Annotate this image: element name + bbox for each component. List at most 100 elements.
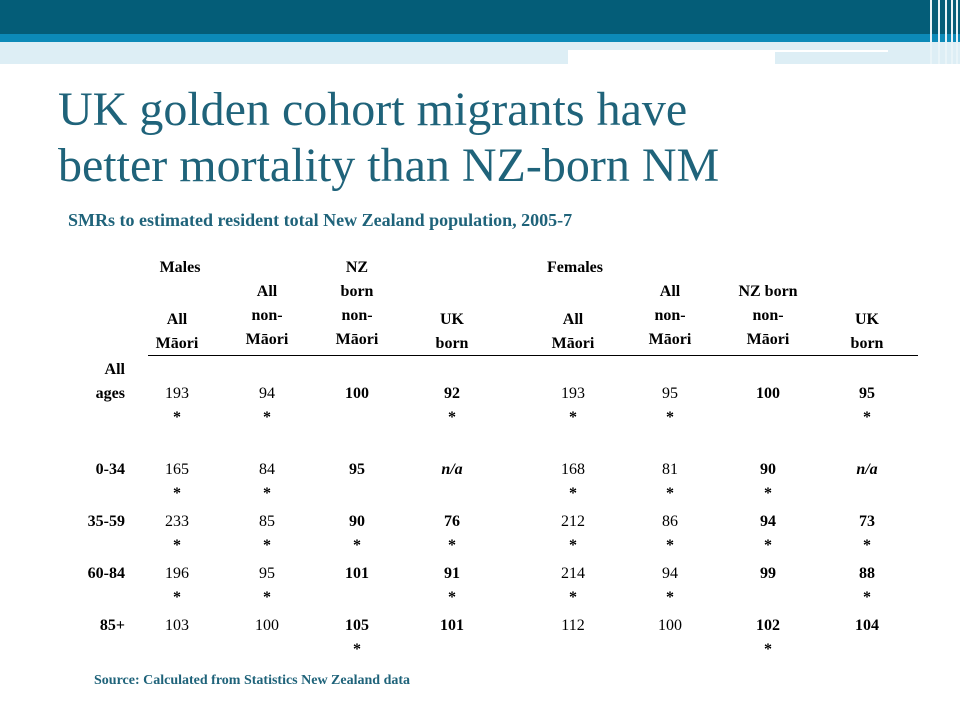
cell-value: 94 <box>259 385 275 402</box>
cell-value: 100 <box>658 617 682 634</box>
table-cell: n/a <box>825 458 909 482</box>
table-cell: 92 * <box>410 382 494 430</box>
column-header: UK born <box>410 308 494 356</box>
cell-value: 193 <box>561 385 585 402</box>
table-cell: 196 * <box>135 562 219 610</box>
cell-value: 101 <box>345 565 369 582</box>
table-cell: 193 * <box>135 382 219 430</box>
table-cell: 84 * <box>225 458 309 506</box>
table-cell: 100 <box>726 382 810 406</box>
significance-marker: * <box>764 641 772 658</box>
table-cell: 100 <box>225 614 309 638</box>
cell-value: 165 <box>165 461 189 478</box>
cell-value: 168 <box>561 461 585 478</box>
row-label-line: 85+ <box>99 617 125 634</box>
column-header-line: born <box>850 335 884 352</box>
column-header-line: Māori <box>245 331 289 348</box>
column-header-line: Māori <box>335 331 379 348</box>
column-header-line: non- <box>752 307 784 324</box>
table-cell: 99 <box>726 562 810 586</box>
cell-value: 95 <box>859 385 875 402</box>
significance-marker: * <box>173 589 181 606</box>
column-header-line: Māori <box>551 335 595 352</box>
significance-marker: * <box>569 409 577 426</box>
row-label: All ages <box>60 358 125 406</box>
slide-title: UK golden cohort migrants have better mo… <box>58 82 719 194</box>
table-cell: 95 * <box>628 382 712 430</box>
table-cell: 193 * <box>531 382 615 430</box>
column-header-line: non- <box>251 307 283 324</box>
column-header-line: UK <box>855 311 879 328</box>
table-cell: 95 * <box>825 382 909 430</box>
header-band-dark <box>0 0 960 34</box>
cell-value: 92 <box>444 385 460 402</box>
row-label: 0-34 <box>60 458 125 482</box>
table-cell: n/a <box>410 458 494 482</box>
table-cell: 94 * <box>225 382 309 430</box>
column-header-line: Māori <box>746 331 790 348</box>
cell-value: 214 <box>561 565 585 582</box>
significance-marker: * <box>448 409 456 426</box>
row-label-line: All <box>104 361 125 378</box>
cell-value: 101 <box>440 617 464 634</box>
header-band-light-block <box>775 50 960 64</box>
column-header: All Māori <box>135 308 219 356</box>
table-cell: 168 * <box>531 458 615 506</box>
cell-value: 103 <box>165 617 189 634</box>
significance-marker: * <box>173 537 181 554</box>
cell-value: 99 <box>760 565 776 582</box>
cell-value: 91 <box>444 565 460 582</box>
cell-value: n/a <box>856 461 878 478</box>
column-header: UK born <box>825 308 909 356</box>
cell-value: 102 <box>756 617 780 634</box>
cell-value: 233 <box>165 513 189 530</box>
cell-value: n/a <box>441 461 463 478</box>
table-cell: 95 <box>315 458 399 482</box>
header-stripes <box>928 0 960 64</box>
table-cell: 103 <box>135 614 219 638</box>
cell-value: 95 <box>259 565 275 582</box>
cell-value: 84 <box>259 461 275 478</box>
source-note: Source: Calculated from Statistics New Z… <box>94 673 411 688</box>
column-header-line: Māori <box>648 331 692 348</box>
column-header: All Māori <box>531 308 615 356</box>
table-cell: 100 <box>628 614 712 638</box>
header-band-light <box>0 42 568 64</box>
cell-value: 104 <box>855 617 879 634</box>
significance-marker: * <box>353 641 361 658</box>
title-line-1: UK golden cohort migrants have <box>58 83 688 136</box>
table-cell: 94 * <box>628 562 712 610</box>
significance-marker: * <box>263 409 271 426</box>
table-cell: 101 <box>315 562 399 586</box>
cell-value: 95 <box>349 461 365 478</box>
significance-marker: * <box>173 409 181 426</box>
row-label: 35-59 <box>60 510 125 534</box>
column-header: NZ born non- Māori <box>726 280 810 352</box>
significance-marker: * <box>263 485 271 502</box>
significance-marker: * <box>569 589 577 606</box>
table-cell: 85 * <box>225 510 309 558</box>
cell-value: 81 <box>662 461 678 478</box>
table-cell: 104 <box>825 614 909 638</box>
cell-value: 85 <box>259 513 275 530</box>
group-header-males: Males <box>159 259 201 276</box>
column-header-line: All <box>562 311 584 328</box>
table-cell: 212 * <box>531 510 615 558</box>
cell-value: 193 <box>165 385 189 402</box>
significance-marker: * <box>666 485 674 502</box>
significance-marker: * <box>173 485 181 502</box>
column-header-line: non- <box>341 307 373 324</box>
title-line-2: better mortality than NZ-born NM <box>58 139 720 192</box>
header-underline <box>148 355 918 356</box>
significance-marker: * <box>448 589 456 606</box>
cell-value: 90 <box>349 513 365 530</box>
row-label-line: 0-34 <box>95 461 125 478</box>
table-cell: 105 * <box>315 614 399 662</box>
significance-marker: * <box>666 537 674 554</box>
significance-marker: * <box>569 537 577 554</box>
table-cell: 88 * <box>825 562 909 610</box>
row-label-line: 35-59 <box>87 513 125 530</box>
cell-value: 95 <box>662 385 678 402</box>
header-band-light-strip <box>568 42 960 50</box>
cell-value: 94 <box>662 565 678 582</box>
